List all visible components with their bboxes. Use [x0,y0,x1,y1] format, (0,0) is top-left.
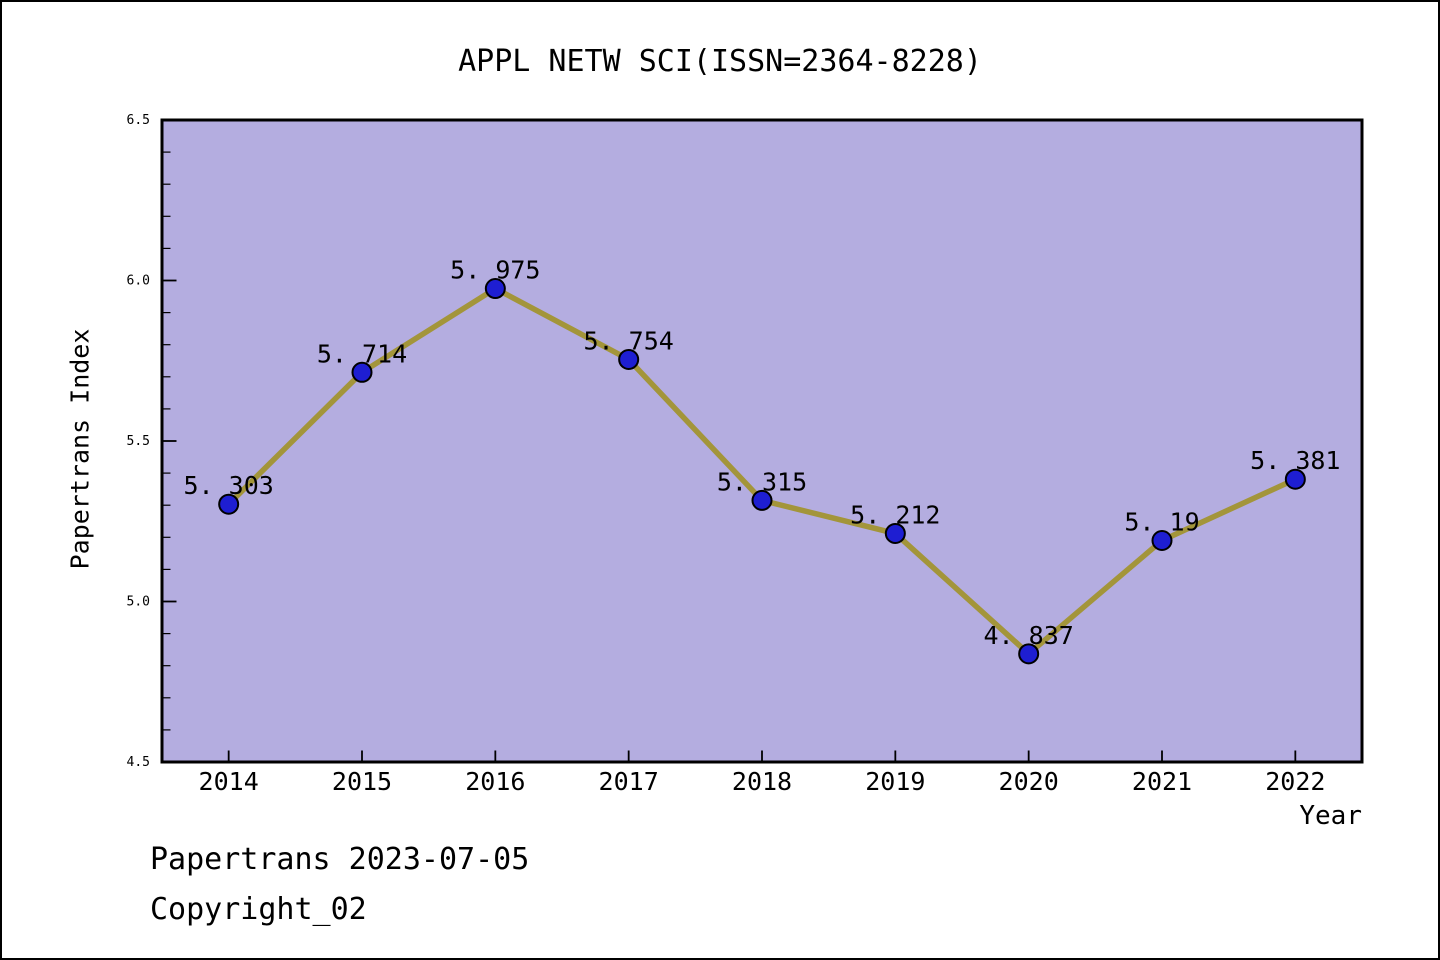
data-point-label: 5. 19 [1124,508,1199,537]
x-tick-label: 2020 [999,767,1059,796]
y-tick-label: 5.0 [127,595,150,610]
data-point [751,489,773,511]
data-point [1151,530,1173,552]
data-point-label: 5. 381 [1250,446,1340,475]
data-point-label: 5. 303 [184,471,274,500]
x-axis-label: Year [1299,801,1362,831]
x-tick-label: 2014 [199,767,259,796]
plot-area [160,118,1364,764]
data-point-label: 5. 975 [450,256,540,285]
data-point [884,522,906,544]
y-tick-label: 4.5 [127,755,150,770]
chart-title: APPL NETW SCI(ISSN=2364-8228) [458,44,982,79]
data-point [484,278,506,300]
x-tick-label: 2016 [465,767,525,796]
x-tick-label: 2015 [332,767,392,796]
x-tick-label: 2022 [1265,767,1325,796]
data-point-label: 5. 754 [584,326,674,355]
y-tick-label: 6.5 [127,113,150,128]
data-point [618,348,640,370]
data-point [1284,468,1306,490]
footer-source-date: Papertrans 2023-07-05 [150,842,530,877]
x-tick-label: 2018 [732,767,792,796]
data-point-label: 5. 315 [717,467,807,496]
data-point-label: 5. 212 [850,500,940,529]
y-tick-label: 6.0 [127,274,150,289]
x-tick-label: 2021 [1132,767,1192,796]
x-tick-label: 2019 [865,767,925,796]
data-point-label: 5. 714 [317,339,407,368]
data-point [1018,643,1040,665]
data-point-label: 4. 837 [984,621,1074,650]
x-tick-label: 2017 [599,767,659,796]
y-tick-label: 5.5 [127,434,150,449]
data-point [351,361,373,383]
data-point [218,493,240,515]
footer-copyright: Copyright_02 [150,892,367,927]
